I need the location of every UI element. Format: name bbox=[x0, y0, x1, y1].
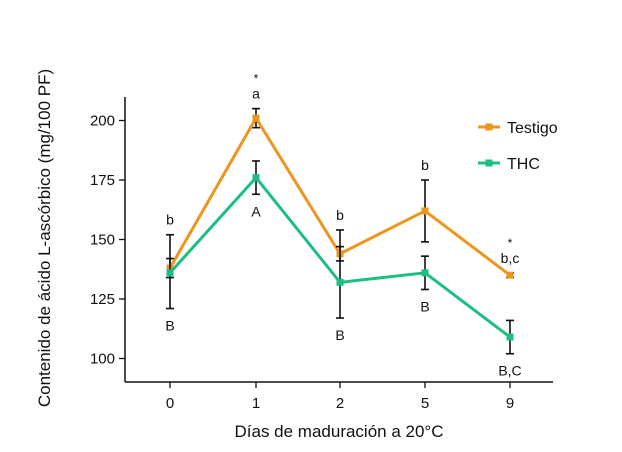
legend-swatch-marker bbox=[485, 123, 493, 131]
thc-significance-letter: B bbox=[335, 327, 344, 343]
legend-item-testigo: Testigo bbox=[478, 120, 558, 137]
series-layer bbox=[166, 107, 514, 355]
data-point bbox=[506, 271, 514, 279]
y-tick-label: 100 bbox=[90, 351, 115, 368]
significance-star: * bbox=[254, 72, 259, 86]
legend: Testigo THC bbox=[478, 120, 558, 173]
testigo-significance-letter: a bbox=[252, 86, 260, 102]
thc-significance-letter: B bbox=[165, 318, 174, 334]
y-tick-label: 125 bbox=[90, 291, 115, 308]
thc-significance-letter: B bbox=[420, 298, 429, 314]
testigo-significance-letter: b bbox=[336, 207, 344, 223]
data-point bbox=[421, 269, 429, 277]
x-tick-label: 9 bbox=[506, 395, 514, 412]
significance-star: * bbox=[508, 236, 513, 250]
thc-significance-letter: B,C bbox=[498, 363, 521, 379]
data-point bbox=[336, 278, 344, 286]
data-point bbox=[506, 333, 514, 341]
data-point bbox=[166, 269, 174, 277]
y-tick-label: 200 bbox=[90, 113, 115, 130]
legend-label: Testigo bbox=[507, 120, 558, 137]
x-tick-label: 1 bbox=[252, 395, 260, 412]
x-tick-label: 0 bbox=[166, 395, 174, 412]
data-point bbox=[252, 174, 260, 182]
y-tick-label: 175 bbox=[90, 172, 115, 189]
x-tick-label: 5 bbox=[421, 395, 429, 412]
data-point bbox=[421, 207, 429, 215]
x-tick-label: 2 bbox=[336, 395, 344, 412]
y-axis-title: Contenido de ácido L-ascórbico (mg/100 P… bbox=[35, 69, 54, 407]
legend-swatch-marker bbox=[485, 159, 493, 167]
testigo-significance-letter: b bbox=[166, 212, 174, 228]
data-point bbox=[252, 114, 260, 122]
series-thc bbox=[166, 160, 514, 355]
x-axis-title: Días de maduración a 20°C bbox=[234, 422, 443, 441]
testigo-significance-letter: b bbox=[421, 157, 429, 173]
legend-label: THC bbox=[507, 156, 540, 173]
thc-significance-letter: A bbox=[251, 203, 261, 219]
testigo-significance-letter: b,c bbox=[501, 250, 520, 266]
y-tick-label: 150 bbox=[90, 232, 115, 249]
legend-item-thc: THC bbox=[478, 156, 540, 173]
